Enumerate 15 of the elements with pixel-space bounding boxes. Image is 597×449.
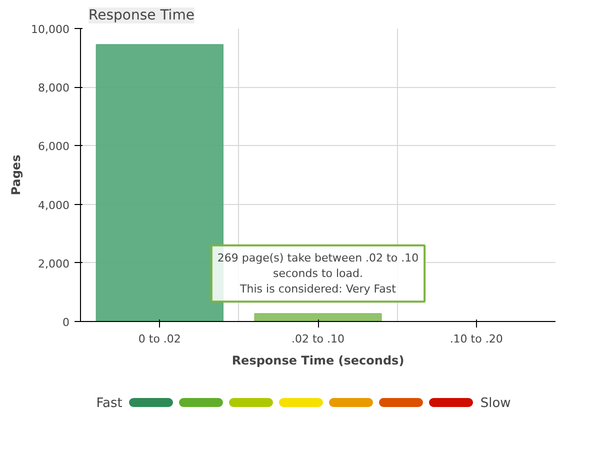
text: Fast <box>96 396 122 411</box>
x-tick-label: .10 to .20 <box>450 332 503 346</box>
y-tick-label: 2,000 <box>38 257 70 270</box>
x-tick-label: 0 to .02 <box>138 332 181 346</box>
y-tick-label: 0 <box>62 316 70 329</box>
chart-title: Response Time <box>88 8 194 24</box>
y-axis-title: Pages <box>9 154 24 196</box>
text: Slow <box>480 396 511 411</box>
x-axis-title: Response Time (seconds) <box>232 354 404 368</box>
y-tick-label: 6,000 <box>38 140 70 154</box>
y-tick-label: 10,000 <box>31 23 70 36</box>
y-tick-label: 4,000 <box>38 198 70 212</box>
y-tick-label: 8,000 <box>38 82 70 95</box>
x-tick-label: .02 to .10 <box>291 332 345 346</box>
annotation: 269 page(s) take between .02 to .10 seconds to load. This is considered: Very Fast <box>217 251 419 296</box>
